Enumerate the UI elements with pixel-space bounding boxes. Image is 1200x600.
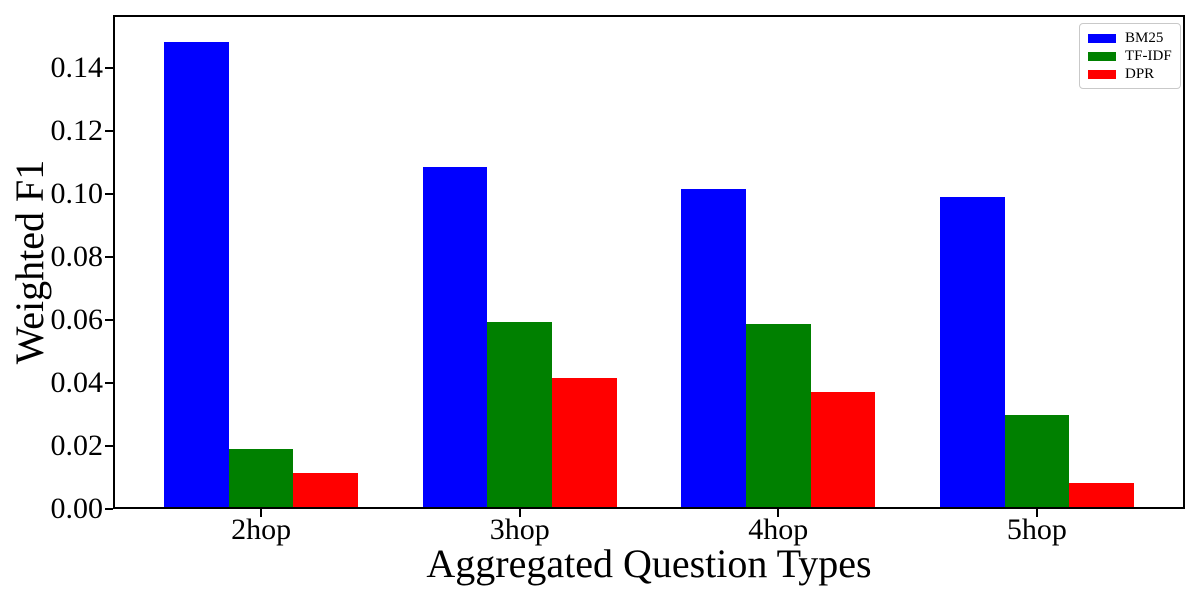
y-tick-mark-0.14 — [105, 67, 113, 70]
y-tick-label-0.12: 0.12 — [50, 114, 104, 148]
y-tick-label-0.02: 0.02 — [50, 429, 104, 463]
y-tick-mark-0.00 — [105, 508, 113, 510]
bar-bm25-3hop — [422, 166, 488, 507]
legend-swatch-tfidf — [1088, 51, 1116, 61]
x-tick-mark-5hop — [1035, 509, 1038, 517]
legend-label-dpr: DPR — [1125, 65, 1155, 82]
x-tick-label-2hop: 2hop — [231, 513, 292, 546]
plot-area — [113, 15, 1185, 509]
x-tick-mark-4hop — [777, 509, 780, 517]
legend-swatch-dpr — [1088, 69, 1116, 79]
y-tick-label-0.04: 0.04 — [50, 366, 104, 400]
bar-dpr-5hop — [1069, 482, 1134, 507]
y-tick-label-0.14: 0.14 — [50, 51, 104, 85]
bar-dpr-2hop — [293, 472, 359, 507]
bar-tfidf-3hop — [487, 321, 553, 507]
y-tick-mark-0.06 — [105, 319, 113, 322]
y-tick-mark-0.10 — [105, 193, 113, 196]
bar-tfidf-4hop — [745, 324, 811, 507]
x-tick-mark-3hop — [518, 509, 521, 517]
legend: BM25 TF-IDF DPR — [1079, 23, 1181, 89]
bar-dpr-3hop — [552, 377, 617, 507]
legend-swatch-bm25 — [1088, 33, 1116, 43]
y-tick-mark-0.12 — [105, 130, 113, 133]
legend-label-bm25: BM25 — [1125, 29, 1164, 46]
bar-bm25-4hop — [681, 188, 746, 507]
bar-tfidf-5hop — [1004, 414, 1070, 507]
legend-item-dpr: DPR — [1088, 65, 1172, 82]
y-tick-label-0.10: 0.10 — [50, 177, 104, 211]
bar-tfidf-2hop — [228, 449, 294, 507]
bar-bm25-5hop — [939, 196, 1005, 507]
legend-label-tfidf: TF-IDF — [1125, 47, 1172, 64]
legend-item-bm25: BM25 — [1088, 29, 1172, 46]
bar-bm25-2hop — [164, 42, 229, 507]
y-tick-label-0.08: 0.08 — [50, 240, 104, 274]
y-tick-label-0.06: 0.06 — [50, 303, 104, 337]
y-tick-label-0.00: 0.00 — [50, 492, 104, 525]
bar-dpr-4hop — [810, 391, 876, 507]
legend-item-tfidf: TF-IDF — [1088, 47, 1172, 64]
x-axis-label: Aggregated Question Types — [426, 541, 872, 586]
y-tick-mark-0.02 — [105, 445, 113, 448]
x-tick-label-3hop: 3hop — [489, 513, 550, 546]
x-tick-label-5hop: 5hop — [1006, 513, 1067, 546]
y-tick-mark-0.08 — [105, 256, 113, 259]
x-tick-label-4hop: 4hop — [748, 513, 809, 546]
y-tick-mark-0.04 — [105, 382, 113, 385]
x-tick-mark-2hop — [260, 509, 263, 517]
